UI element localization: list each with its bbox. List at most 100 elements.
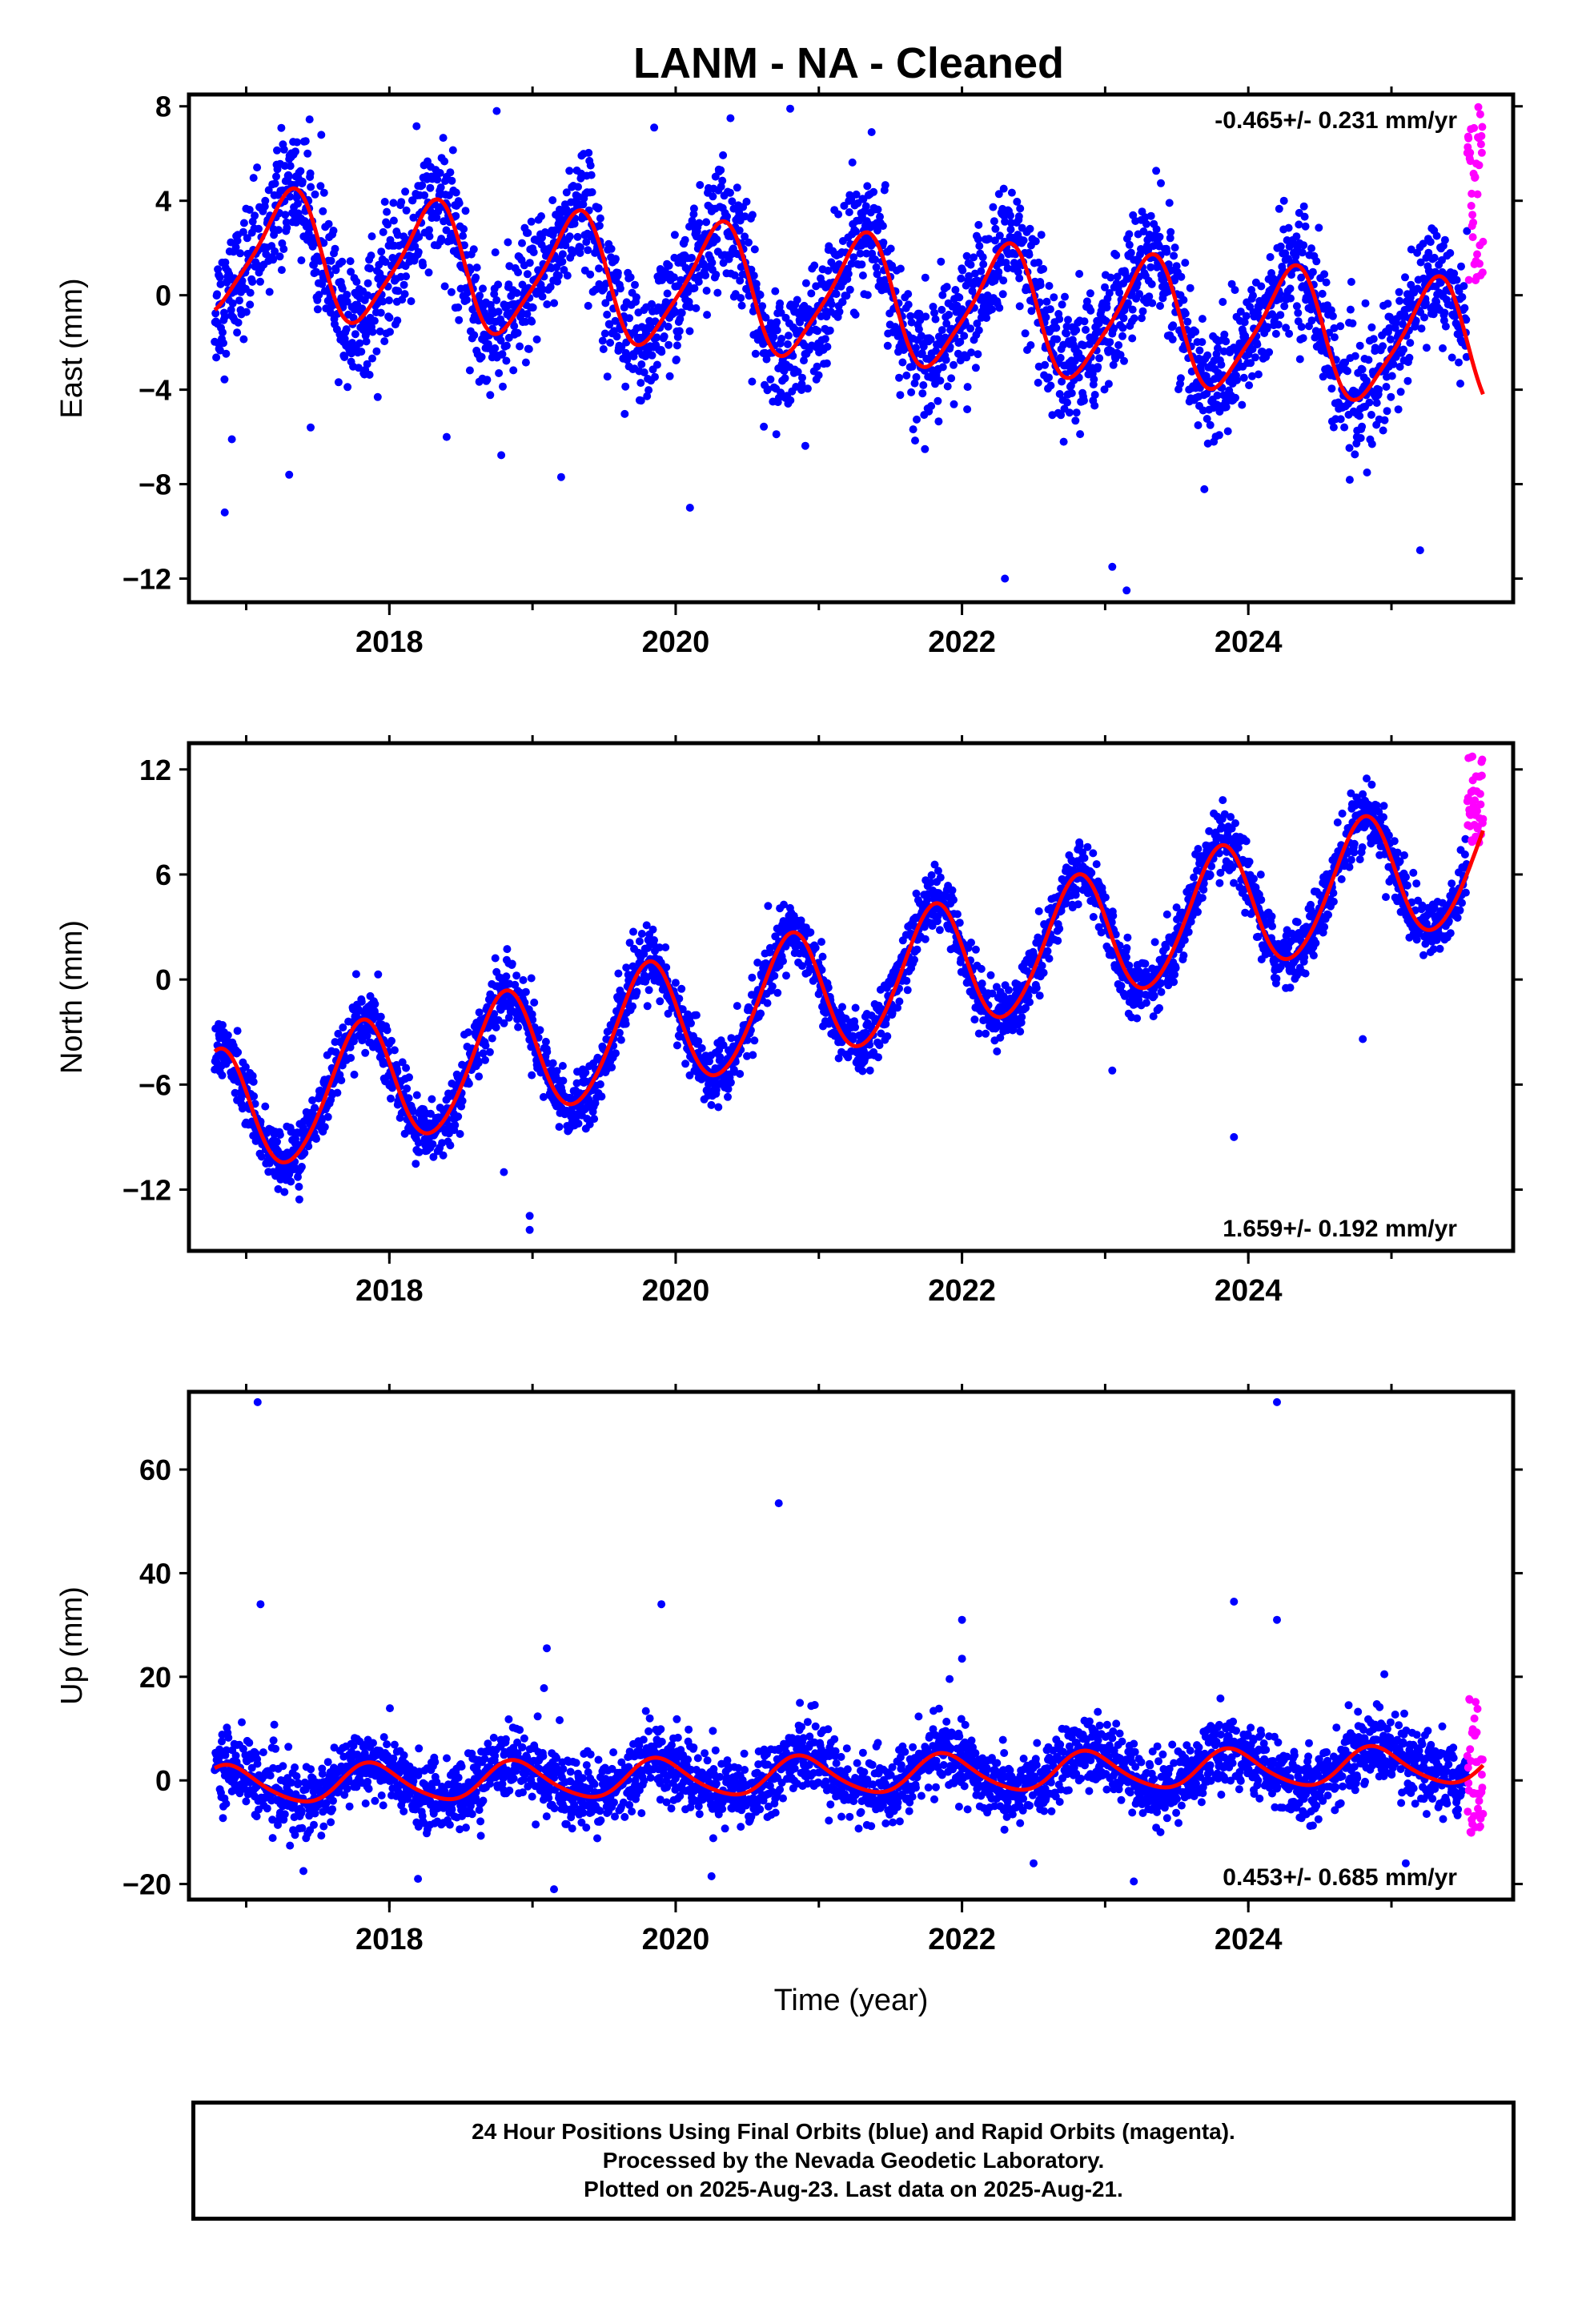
data-point [1240, 318, 1249, 327]
data-point [995, 304, 1004, 312]
data-point [363, 360, 371, 368]
data-point [862, 249, 871, 258]
data-point [1199, 406, 1207, 415]
data-point [1399, 320, 1407, 328]
y-tick-label: 8 [155, 90, 171, 123]
data-point [908, 362, 917, 371]
data-point [543, 300, 552, 308]
data-point [354, 364, 363, 372]
data-point [528, 1071, 536, 1080]
outlier-point [307, 423, 315, 432]
data-point [982, 1029, 990, 1038]
data-point [1072, 408, 1081, 417]
data-point [1198, 338, 1207, 347]
data-point [1464, 134, 1473, 143]
data-point [1385, 324, 1394, 332]
data-point [737, 294, 745, 303]
data-point [1072, 326, 1081, 335]
x-tick-label: 2018 [355, 625, 424, 659]
data-point [303, 149, 312, 158]
data-point [239, 227, 247, 236]
data-point [913, 945, 921, 954]
data-point [714, 1103, 723, 1112]
data-point [777, 335, 786, 343]
data-point [652, 333, 661, 342]
data-point [273, 146, 281, 155]
data-point [643, 1002, 652, 1011]
data-point [823, 343, 832, 351]
data-point [873, 205, 882, 214]
data-point [1195, 346, 1204, 355]
data-point [351, 970, 360, 979]
data-point [1067, 389, 1076, 397]
data-point [770, 971, 779, 980]
data-point [1079, 341, 1088, 350]
data-point [1112, 251, 1121, 259]
data-point [1367, 411, 1375, 419]
data-point [215, 273, 224, 282]
data-point [596, 1080, 604, 1088]
y-tick-label: −8 [139, 468, 171, 501]
data-point [412, 1160, 420, 1168]
data-point [728, 197, 737, 206]
data-point [644, 386, 653, 395]
data-point [528, 1015, 537, 1024]
data-point [783, 340, 792, 348]
data-point [584, 246, 592, 255]
data-point [256, 277, 264, 286]
data-point [262, 250, 271, 259]
data-point [975, 242, 984, 251]
data-point [512, 971, 521, 980]
data-point [1297, 323, 1306, 332]
data-point [1037, 231, 1046, 239]
data-point [400, 280, 408, 289]
data-point [1019, 236, 1028, 245]
data-point [934, 866, 942, 875]
data-point [845, 208, 853, 216]
data-point [1006, 225, 1015, 234]
data-point [1328, 312, 1337, 320]
data-point [895, 997, 904, 1006]
data-point [338, 284, 347, 293]
data-point [950, 360, 958, 369]
data-point [497, 451, 506, 460]
data-point [988, 989, 997, 998]
data-point [412, 1091, 421, 1100]
data-point [1476, 259, 1484, 268]
data-point [608, 1063, 616, 1072]
data-point [454, 1112, 463, 1121]
data-point [904, 290, 913, 299]
data-point [664, 322, 673, 331]
data-point [1275, 295, 1284, 304]
data-point [1116, 351, 1125, 360]
data-point [803, 384, 812, 393]
data-point [629, 927, 637, 936]
data-point [529, 248, 538, 256]
data-point [586, 161, 595, 170]
data-point [269, 255, 278, 264]
data-point [1223, 427, 1232, 436]
data-point [524, 228, 532, 237]
data-point [873, 270, 881, 279]
data-point [942, 356, 950, 364]
data-point [1301, 222, 1310, 231]
data-point [492, 296, 501, 304]
data-point [1036, 281, 1045, 289]
data-point [1460, 304, 1469, 312]
data-point [432, 213, 441, 222]
data-point [733, 183, 741, 192]
data-point [250, 1092, 259, 1100]
data-point [974, 350, 982, 359]
x-tick-label: 2020 [642, 625, 710, 659]
data-point [297, 256, 306, 265]
data-point [1405, 353, 1414, 362]
data-point [242, 308, 251, 316]
data-point [1329, 423, 1338, 432]
data-point [1253, 340, 1262, 349]
data-point [863, 291, 872, 300]
data-point [500, 1019, 508, 1027]
data-point [521, 987, 530, 996]
data-point [273, 1137, 281, 1146]
data-point [248, 277, 257, 286]
data-point [1219, 298, 1227, 306]
